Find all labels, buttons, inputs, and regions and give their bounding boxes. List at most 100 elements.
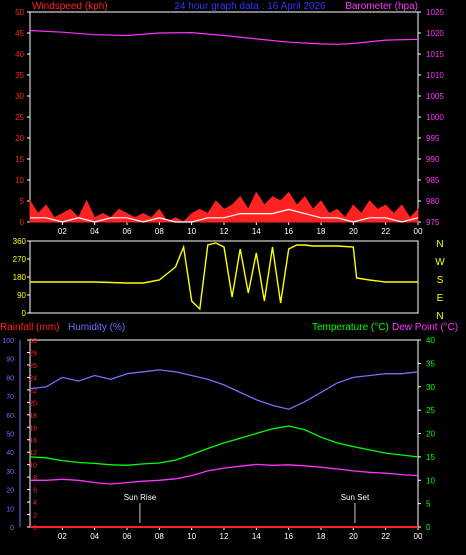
temp-humidity-panel: 0246810121416182022242628300102030405060… xyxy=(2,336,435,541)
winddir-tick-label: 270 xyxy=(13,255,27,264)
x-tick-label: 12 xyxy=(220,227,229,236)
humidity-tick-label: 60 xyxy=(6,413,14,420)
panel-frame xyxy=(29,240,419,314)
x-tick-label: 02 xyxy=(58,532,67,541)
windspeed-tick-label: 25 xyxy=(15,113,24,122)
x-tick-label: 04 xyxy=(90,532,99,541)
temperature-line xyxy=(29,425,419,466)
humidity-line xyxy=(29,369,419,410)
temperature-tick-label: 0 xyxy=(426,523,431,532)
x-tick-label: 22 xyxy=(381,227,390,236)
windspeed-area xyxy=(29,191,419,223)
rainfall-axis-title: Rainfall (mm) xyxy=(0,322,59,333)
rainfall-tick-label: 24 xyxy=(29,375,37,382)
windspeed-tick-label: 5 xyxy=(20,197,25,206)
barometer-tick-label: 985 xyxy=(426,176,440,185)
temperature-tick-label: 15 xyxy=(426,453,435,462)
x-tick-label: 12 xyxy=(220,532,229,541)
humidity-tick-label: 20 xyxy=(6,488,14,495)
dewpoint-axis-title: Dew Point (°C) xyxy=(392,322,458,333)
x-tick-label: 08 xyxy=(155,532,164,541)
panel-frame xyxy=(29,339,419,528)
gust-line xyxy=(30,208,419,223)
humidity-tick-label: 30 xyxy=(6,469,14,476)
sun-annotation: Sun Rise xyxy=(124,493,157,502)
compass-letter: E xyxy=(437,293,444,304)
compass-letter: S xyxy=(437,275,444,286)
x-tick-label: 10 xyxy=(187,532,196,541)
x-tick-label: 18 xyxy=(317,227,326,236)
compass-letter: W xyxy=(435,257,445,268)
graph-date-title: 24 hour graph data : 16 April 2026 xyxy=(174,1,326,12)
barometer-tick-label: 1015 xyxy=(426,50,444,59)
x-tick-label: 04 xyxy=(90,227,99,236)
humidity-tick-label: 50 xyxy=(6,432,14,439)
rainfall-tick-label: 22 xyxy=(29,388,37,395)
barometer-tick-label: 1000 xyxy=(426,113,444,122)
temperature-tick-label: 35 xyxy=(426,359,435,368)
windspeed-tick-label: 30 xyxy=(15,92,24,101)
barometer-tick-label: 995 xyxy=(426,134,440,143)
x-tick-label: 22 xyxy=(381,532,390,541)
x-tick-label: 00 xyxy=(414,532,423,541)
winddir-tick-label: 180 xyxy=(13,273,27,282)
rainfall-tick-label: 18 xyxy=(29,413,37,420)
barometer-tick-label: 1020 xyxy=(426,29,444,38)
temperature-tick-label: 40 xyxy=(426,336,435,345)
wind-baro-panel: 0510152025303540455097598098599099510001… xyxy=(15,8,444,236)
x-tick-label: 00 xyxy=(414,227,423,236)
x-tick-label: 18 xyxy=(317,532,326,541)
x-tick-label: 06 xyxy=(123,227,132,236)
barometer-tick-label: 1005 xyxy=(426,92,444,101)
temperature-tick-label: 30 xyxy=(426,383,435,392)
barometer-axis-title: Barometer (hpa) xyxy=(345,1,418,12)
rainfall-tick-label: 0 xyxy=(33,525,37,532)
temperature-tick-label: 5 xyxy=(426,500,431,509)
windspeed-tick-label: 40 xyxy=(15,50,24,59)
temperature-axis-title: Temperature (°C) xyxy=(312,322,389,333)
temperature-tick-label: 10 xyxy=(426,476,435,485)
x-tick-label: 16 xyxy=(284,227,293,236)
rainfall-tick-label: 4 xyxy=(33,500,37,507)
barometer-tick-label: 980 xyxy=(426,197,440,206)
compass-letter: N xyxy=(436,311,443,322)
barometer-tick-label: 990 xyxy=(426,155,440,164)
x-tick-label: 08 xyxy=(155,227,164,236)
compass-letter: N xyxy=(436,239,443,250)
windspeed-tick-label: 0 xyxy=(20,218,25,227)
rainfall-tick-label: 2 xyxy=(33,513,37,520)
humidity-tick-label: 100 xyxy=(2,338,14,345)
windspeed-tick-label: 15 xyxy=(15,155,24,164)
x-tick-label: 14 xyxy=(252,227,261,236)
x-tick-label: 16 xyxy=(284,532,293,541)
x-tick-label: 20 xyxy=(349,532,358,541)
barometer-line xyxy=(29,29,419,45)
rainfall-tick-label: 6 xyxy=(33,488,37,495)
rainfall-tick-label: 26 xyxy=(29,363,37,370)
rainfall-tick-label: 14 xyxy=(29,438,37,445)
rainfall-tick-label: 10 xyxy=(29,463,37,470)
x-tick-label: 10 xyxy=(187,227,196,236)
humidity-tick-label: 70 xyxy=(6,394,14,401)
rainfall-tick-label: 28 xyxy=(29,350,37,357)
x-tick-label: 02 xyxy=(58,227,67,236)
dewpoint-line xyxy=(30,463,419,485)
windspeed-tick-label: 10 xyxy=(15,176,24,185)
barometer-tick-label: 975 xyxy=(426,218,440,227)
rainfall-tick-label: 30 xyxy=(29,338,37,345)
sun-annotation: Sun Set xyxy=(341,493,370,502)
rainfall-tick-label: 20 xyxy=(29,400,37,407)
panel-frame xyxy=(29,11,419,223)
temperature-tick-label: 25 xyxy=(426,406,435,415)
winddir-tick-label: 360 xyxy=(13,237,27,246)
rainfall-tick-label: 12 xyxy=(29,450,37,457)
windspeed-axis-title: Windspeed (kph) xyxy=(32,1,108,12)
humidity-axis-title: Humidity (%) xyxy=(68,322,125,333)
winddir-tick-label: 0 xyxy=(22,309,27,318)
rainfall-tick-label: 8 xyxy=(33,475,37,482)
temperature-tick-label: 20 xyxy=(426,430,435,439)
humidity-tick-label: 90 xyxy=(6,357,14,364)
